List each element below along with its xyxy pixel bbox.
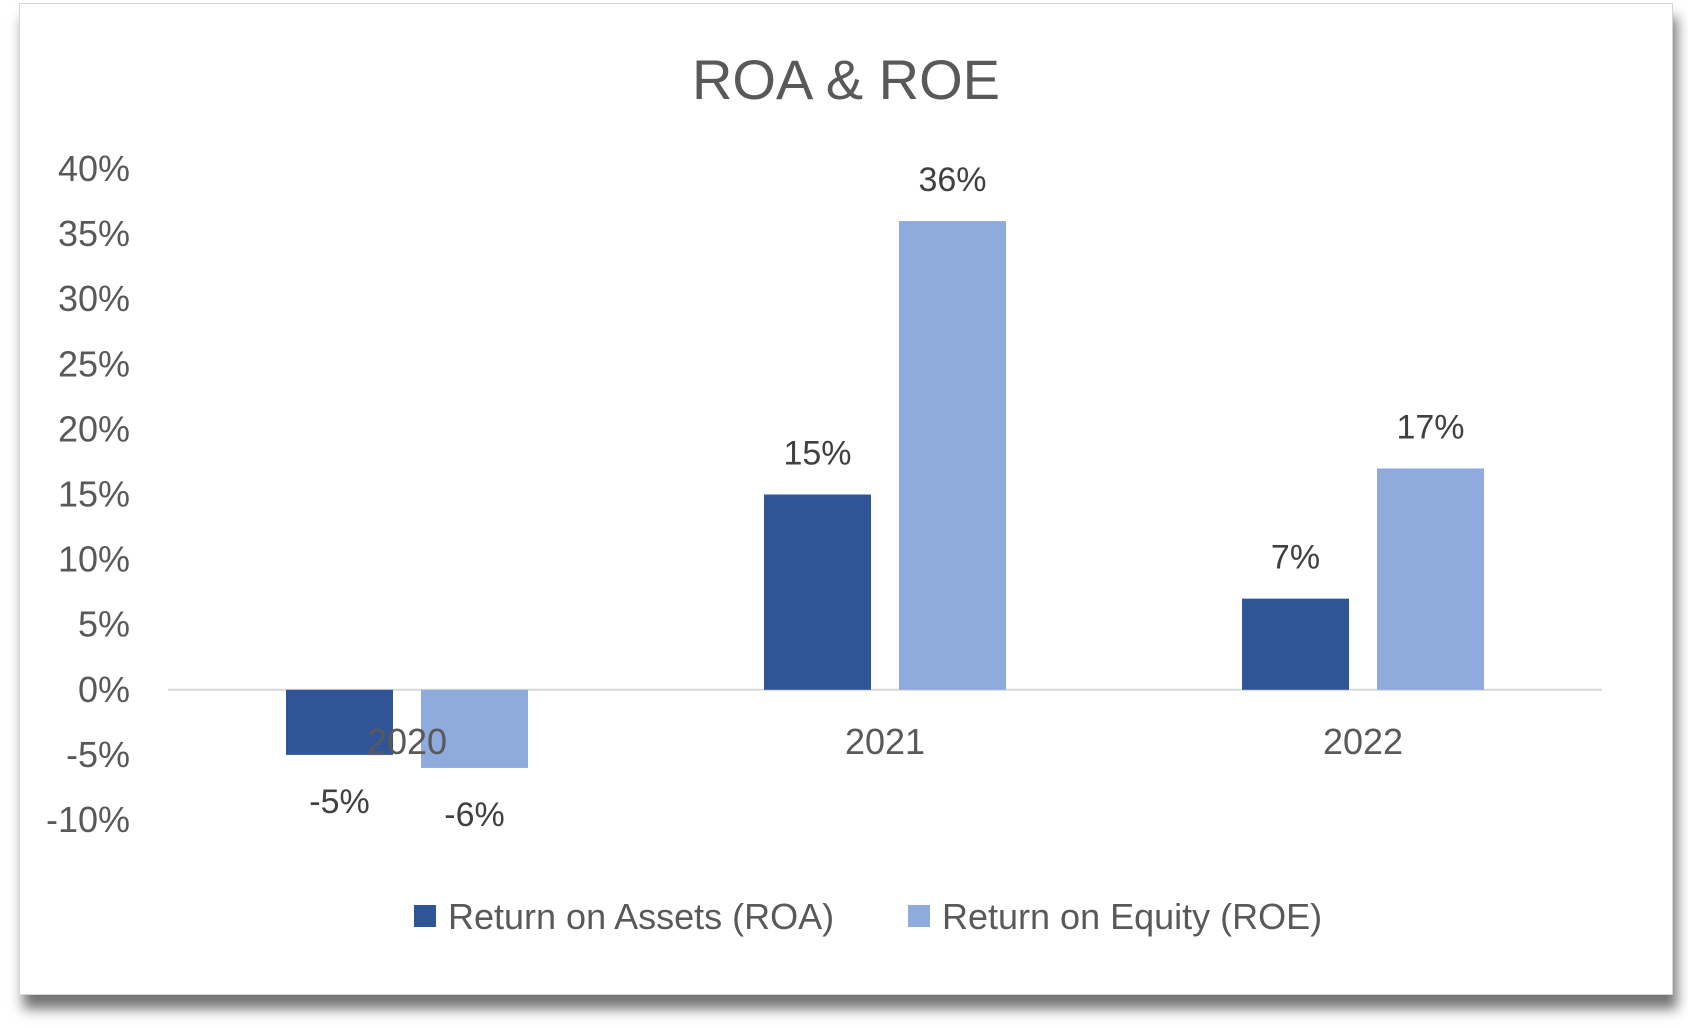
y-axis: 40% 35% 30% 25% 20% 15% 10% 5% 0% -5% -10% <box>46 148 130 840</box>
legend: Return on Assets (ROA) Return on Equity (… <box>414 896 1322 937</box>
x-category-label: 2022 <box>1323 721 1403 762</box>
y-tick-label: 5% <box>78 604 130 645</box>
chart-card: ROA & ROE 40% 35% 30% 25% 20% 15% 10% 5% 0% -5% -1… <box>19 3 1673 995</box>
chart-title: ROA & ROE <box>692 48 1000 111</box>
y-tick-label: 20% <box>58 408 130 449</box>
bar-roa-2020 <box>286 689 393 755</box>
x-category-label: 2021 <box>845 721 925 762</box>
data-label: 36% <box>918 161 986 199</box>
data-labels: -5% -6% 15% 36% 7% 17% <box>309 161 1464 834</box>
data-label: 15% <box>783 435 851 473</box>
bar-roe-2021 <box>899 221 1006 690</box>
legend-swatch <box>908 905 930 927</box>
chart-svg: ROA & ROE 40% 35% 30% 25% 20% 15% 10% 5% 0% -5% -1… <box>46 48 1602 937</box>
y-tick-label: -10% <box>46 799 130 840</box>
y-tick-label: -5% <box>66 734 130 775</box>
data-label: -6% <box>444 796 504 834</box>
y-tick-label: 15% <box>58 474 130 515</box>
x-category-label: 2020 <box>367 721 447 762</box>
y-tick-label: 10% <box>58 539 130 580</box>
y-tick-label: 25% <box>58 343 130 384</box>
legend-label: Return on Assets (ROA) <box>448 896 834 937</box>
data-label: 7% <box>1271 539 1320 577</box>
legend-label: Return on Equity (ROE) <box>942 896 1322 937</box>
y-tick-label: 40% <box>58 148 130 189</box>
data-label: 17% <box>1396 408 1464 446</box>
y-tick-label: 35% <box>58 213 130 254</box>
bar-roe-2020 <box>421 689 528 768</box>
bars <box>286 221 1484 768</box>
data-label: -5% <box>309 783 369 821</box>
legend-swatch <box>414 905 436 927</box>
bar-roe-2022 <box>1377 468 1484 690</box>
y-tick-label: 0% <box>78 669 130 710</box>
category-labels: 2020 2021 2022 <box>367 721 1403 762</box>
bar-roa-2022 <box>1242 598 1349 690</box>
y-tick-label: 30% <box>58 278 130 319</box>
bar-roa-2021 <box>764 494 871 690</box>
